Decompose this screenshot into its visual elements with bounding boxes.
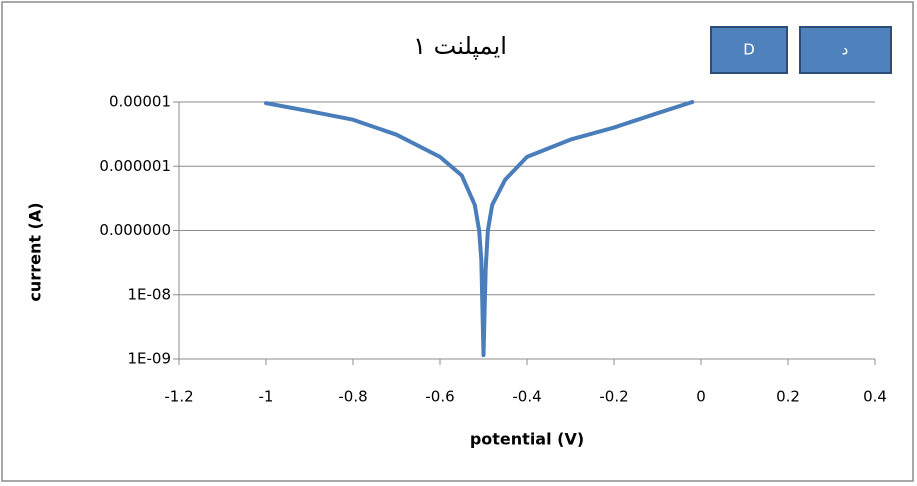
x-tick-label: -1 (259, 388, 274, 406)
chart-title: ایمپلنت ۱ (413, 32, 507, 60)
button-label[interactable]: D (743, 41, 755, 59)
y-axis-label: current (A) (26, 202, 45, 301)
y-tick-label: 0.000001 (99, 157, 171, 175)
y-tick-label: 0.000000 (99, 221, 171, 239)
button-label[interactable]: د (842, 41, 849, 59)
y-tick-label: 0.00001 (109, 93, 171, 111)
y-tick-label: 1E-08 (127, 285, 171, 303)
x-tick-label: 0.4 (863, 388, 887, 406)
x-tick-label: -0.4 (512, 388, 541, 406)
button[interactable] (710, 26, 788, 74)
x-tick-label: -1.2 (164, 388, 193, 406)
x-tick-label: 0 (696, 388, 706, 406)
y-tick-label: 1E-09 (127, 350, 171, 368)
x-tick-label: -0.8 (338, 388, 367, 406)
x-tick-label: -0.2 (599, 388, 628, 406)
data-line (264, 100, 695, 358)
button[interactable] (799, 26, 892, 74)
x-axis-label: potential (V) (470, 430, 584, 449)
x-tick-label: 0.2 (776, 388, 800, 406)
x-tick-label: -0.6 (425, 388, 454, 406)
